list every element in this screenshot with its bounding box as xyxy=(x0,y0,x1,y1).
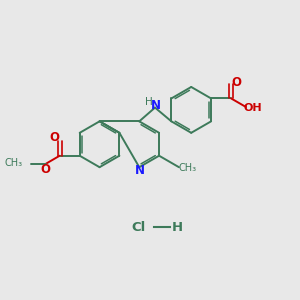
Text: CH₃: CH₃ xyxy=(4,158,22,168)
Text: O: O xyxy=(232,76,242,89)
Text: N: N xyxy=(135,164,145,177)
Text: CH₃: CH₃ xyxy=(178,163,196,173)
Text: H: H xyxy=(145,97,153,107)
Text: Cl: Cl xyxy=(131,221,146,234)
Text: H: H xyxy=(172,221,183,234)
Text: OH: OH xyxy=(243,103,262,113)
Text: O: O xyxy=(49,131,59,144)
Text: N: N xyxy=(151,99,161,112)
Text: O: O xyxy=(40,163,50,176)
